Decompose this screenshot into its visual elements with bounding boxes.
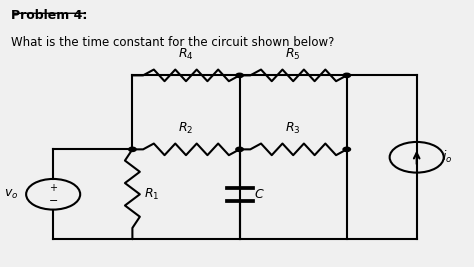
Circle shape <box>343 73 350 77</box>
Text: $i_o$: $i_o$ <box>442 149 453 165</box>
Text: What is the time constant for the circuit shown below?: What is the time constant for the circui… <box>11 36 335 49</box>
Text: +: + <box>49 183 57 194</box>
Text: $R_5$: $R_5$ <box>285 47 301 62</box>
Circle shape <box>128 147 136 151</box>
Circle shape <box>236 147 243 151</box>
Circle shape <box>236 73 243 77</box>
Text: Problem 4:: Problem 4: <box>11 9 88 22</box>
Text: $R_4$: $R_4$ <box>178 47 194 62</box>
Text: $R_3$: $R_3$ <box>285 121 301 136</box>
Text: −: − <box>48 196 58 206</box>
Circle shape <box>343 147 350 151</box>
Text: $R_2$: $R_2$ <box>178 121 194 136</box>
Text: $C$: $C$ <box>255 188 265 201</box>
Text: $R_1$: $R_1$ <box>144 187 159 202</box>
Text: $v_o$: $v_o$ <box>4 188 18 201</box>
